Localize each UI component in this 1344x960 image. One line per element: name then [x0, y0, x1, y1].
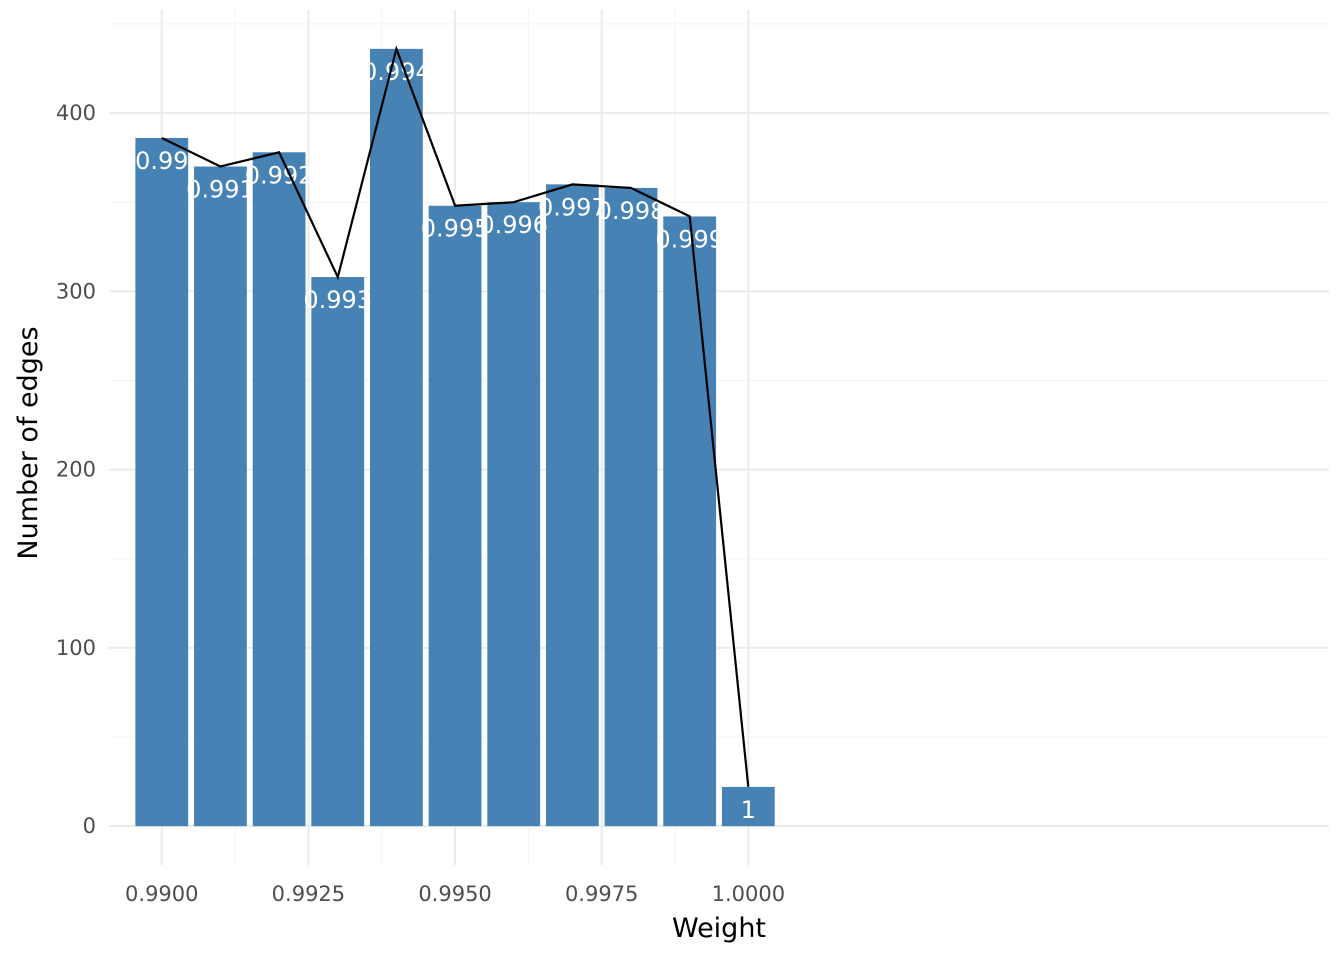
bar	[545, 184, 599, 827]
y-tick-label: 200	[56, 458, 96, 482]
bar	[370, 48, 423, 827]
bar	[428, 205, 482, 827]
bar	[721, 786, 775, 827]
bar-value-label: 0.998	[597, 197, 666, 225]
bar	[311, 277, 365, 827]
bars	[135, 48, 775, 827]
y-tick-labels: 0 100 200 300 400	[56, 101, 96, 838]
x-tick-label: 1.0000	[712, 882, 785, 906]
bar-value-label: 0.997	[538, 193, 607, 221]
bar-value-label: 0.999	[655, 225, 724, 253]
bar-value-label: 0.995	[421, 215, 490, 243]
y-tick-label: 300	[56, 279, 96, 303]
trend-line	[161, 45, 750, 788]
bar	[135, 138, 189, 827]
bar-value-label: 0.993	[303, 286, 372, 314]
y-axis-title: Number of edges	[13, 326, 44, 559]
x-axis-title: Weight	[672, 913, 766, 944]
y-tick-label: 0	[83, 814, 96, 838]
x-tick-label: 0.9950	[418, 882, 491, 906]
bar	[487, 202, 541, 827]
bar	[252, 152, 306, 827]
y-tick-label: 100	[56, 636, 96, 660]
bar	[663, 216, 717, 827]
bar-labels: 0.990.9910.9920.9930.9940.9950.9960.9970…	[135, 58, 756, 824]
x-tick-label: 0.9925	[272, 882, 345, 906]
bar-value-label: 0.992	[245, 161, 314, 189]
bar-value-label: 1	[741, 796, 756, 824]
bar-value-label: 0.996	[479, 211, 548, 239]
bar-value-label: 0.991	[186, 176, 255, 204]
bar-value-label: 0.99	[135, 147, 188, 175]
bar	[194, 166, 247, 827]
x-tick-label: 0.9975	[565, 882, 638, 906]
bar	[604, 187, 658, 827]
bar-value-label: 0.994	[362, 58, 431, 86]
x-tick-label: 0.9900	[125, 882, 198, 906]
x-tick-labels: 0.9900 0.9925 0.9950 0.9975 1.0000	[125, 882, 785, 906]
y-tick-label: 400	[56, 101, 96, 125]
